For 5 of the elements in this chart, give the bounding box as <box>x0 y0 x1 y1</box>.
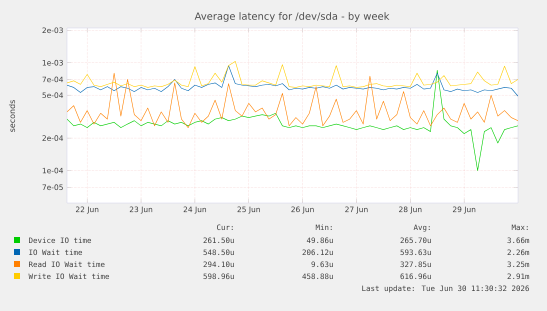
line-series <box>67 61 518 88</box>
line-series <box>67 65 518 96</box>
chart-title: Average latency for /dev/sda - by week <box>194 12 390 22</box>
line-series <box>67 72 518 128</box>
line-series <box>67 70 518 171</box>
